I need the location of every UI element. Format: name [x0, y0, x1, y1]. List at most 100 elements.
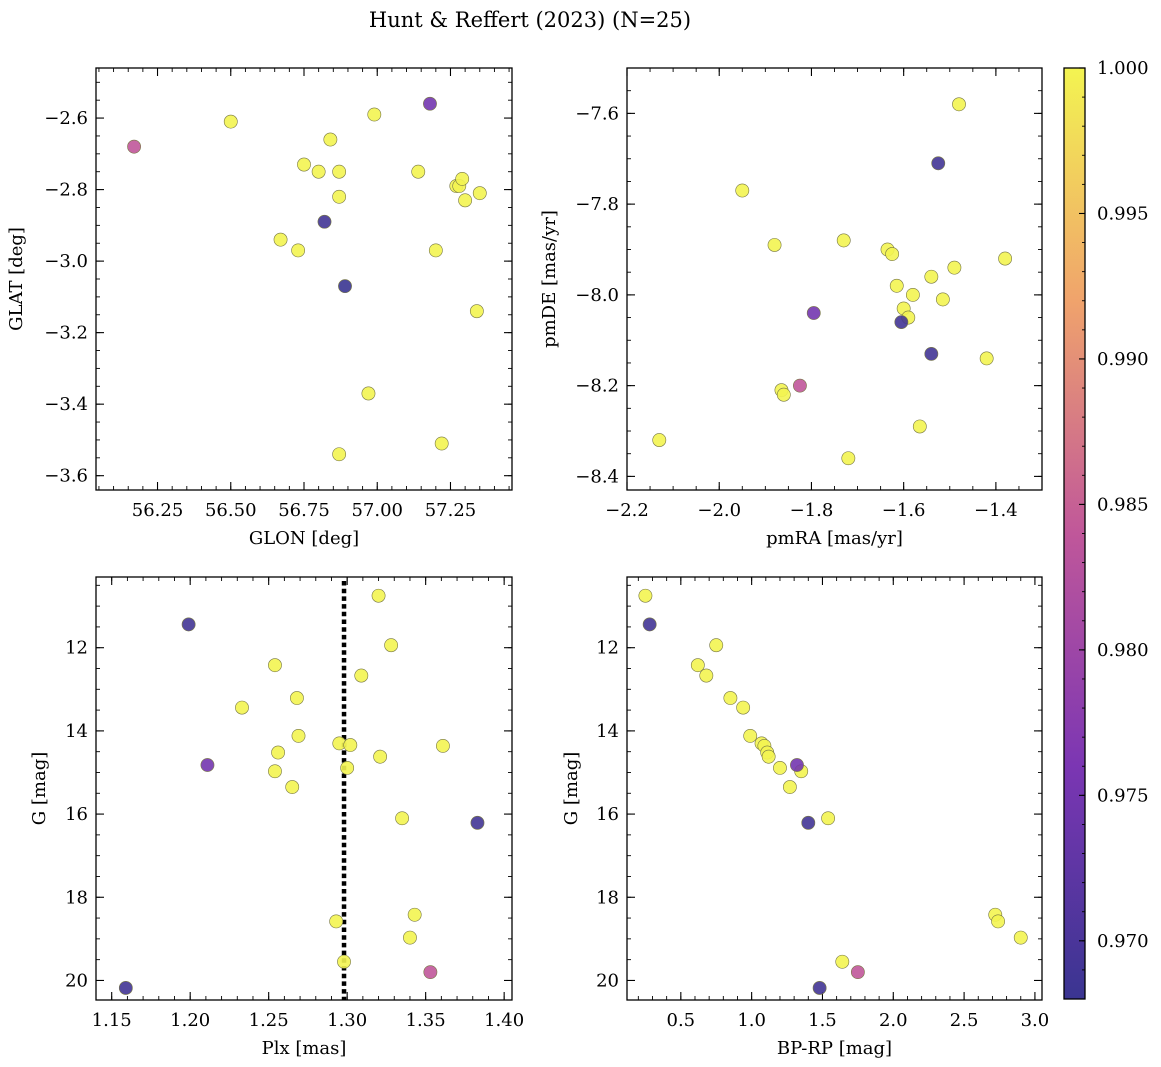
data-point	[1013, 930, 1028, 945]
data-point	[268, 658, 282, 673]
data-point	[268, 764, 282, 779]
data-point	[767, 238, 782, 252]
data-point	[924, 269, 939, 284]
data-point	[273, 232, 288, 247]
x-axis-label: BP-RP [mag]	[777, 1038, 892, 1059]
data-point	[367, 107, 382, 122]
data-point	[423, 96, 437, 111]
data-point	[736, 700, 751, 715]
data-point	[384, 638, 399, 653]
data-point	[127, 139, 141, 154]
y-tick-label: −3.0	[44, 251, 88, 272]
y-axis-label: G [mag]	[561, 752, 582, 825]
data-point	[642, 617, 657, 632]
x-tick-label: 0.5	[667, 1010, 696, 1031]
data-point	[290, 691, 304, 705]
data-point	[235, 700, 249, 715]
colorbar-tick-label: 0.980	[1097, 640, 1149, 661]
x-tick-label: 1.25	[249, 1010, 289, 1031]
data-point	[801, 815, 816, 830]
data-point	[835, 954, 850, 969]
axes-frame	[626, 576, 1043, 1001]
data-point	[470, 815, 485, 830]
panel-lon-lat: 56.25 56.50 56.75 57.00 57.25 −3.6 −3.4 −3.2 −3.…	[6, 67, 513, 549]
x-tick-label: 56.25	[132, 500, 184, 521]
data-point	[354, 668, 369, 683]
y-tick-label: −8.4	[575, 466, 619, 487]
x-tick-label: 1.15	[92, 1010, 132, 1031]
data-point	[411, 164, 426, 179]
y-tick-label: 12	[65, 638, 88, 659]
data-point	[361, 386, 376, 401]
colorbar-tick-label: 0.995	[1097, 203, 1149, 224]
colorbar-tick-label: 0.990	[1097, 349, 1149, 370]
data-point	[761, 749, 776, 764]
data-point	[332, 189, 347, 204]
data-point	[841, 451, 856, 466]
data-point	[469, 304, 484, 319]
x-tick-label: 56.50	[205, 500, 257, 521]
data-point	[423, 965, 438, 980]
x-tick-label: −1.4	[974, 500, 1018, 521]
y-tick-label: 12	[596, 638, 619, 659]
y-tick-label: 20	[65, 970, 88, 991]
data-point	[291, 728, 306, 743]
data-point	[181, 617, 196, 632]
colorbar-tick-label: 0.970	[1097, 931, 1149, 952]
axes-frame	[95, 576, 513, 1001]
data-point	[991, 914, 1005, 929]
colorbar-gradient	[1063, 67, 1086, 1000]
data-point	[223, 114, 238, 129]
data-point	[371, 588, 386, 603]
panel-cmd: 0.5 1.0 1.5 2.0 2.5 3.0 12 14 16 18 20 BP-RP [mag] G…	[561, 576, 1049, 1059]
x-tick-label: 1.30	[327, 1010, 367, 1031]
x-tick-label: 1.0	[737, 1010, 766, 1031]
data-point	[723, 691, 738, 705]
x-tick-label: −1.8	[790, 500, 834, 521]
data-point	[118, 981, 133, 995]
x-tick-label: 57.00	[351, 500, 403, 521]
data-point	[812, 981, 827, 995]
data-point	[793, 378, 807, 393]
data-point	[782, 780, 797, 794]
data-point	[889, 278, 904, 293]
x-tick-label: 56.75	[278, 500, 330, 521]
data-point	[924, 346, 939, 361]
data-point	[912, 419, 927, 434]
data-point	[297, 157, 311, 172]
data-point	[806, 306, 821, 320]
data-point	[329, 914, 344, 929]
data-point	[337, 954, 351, 969]
data-point	[436, 738, 450, 753]
data-point	[894, 315, 909, 330]
data-point	[285, 780, 300, 794]
y-axis-label: G [mag]	[29, 752, 50, 825]
y-axis-label: GLAT [deg]	[6, 227, 27, 331]
y-tick-label: −3.2	[44, 323, 88, 344]
x-tick-label: 2.0	[879, 1010, 908, 1031]
x-tick-label: 1.5	[808, 1010, 837, 1031]
data-point	[743, 728, 758, 743]
x-axis-label: Plx [mas]	[262, 1038, 347, 1059]
y-tick-label: −2.6	[44, 108, 88, 129]
y-tick-label: −3.6	[44, 466, 88, 487]
colorbar-tick-label: 0.985	[1097, 494, 1149, 515]
data-point	[311, 164, 326, 179]
x-tick-label: −2.0	[697, 500, 741, 521]
y-tick-label: 18	[596, 887, 619, 908]
y-tick-label: 20	[596, 970, 619, 991]
data-point	[403, 930, 417, 945]
data-point	[905, 287, 920, 302]
figure-title: Hunt & Reffert (2023) (N=25)	[369, 8, 691, 32]
y-tick-label: −8.2	[575, 376, 619, 397]
y-tick-label: −7.8	[575, 194, 619, 215]
data-point	[340, 761, 355, 775]
data-point	[790, 758, 804, 772]
data-point	[271, 745, 285, 760]
y-tick-label: 16	[65, 804, 88, 825]
data-point	[773, 761, 787, 775]
x-tick-label: 1.20	[170, 1010, 210, 1031]
data-point	[885, 247, 900, 261]
data-point	[455, 171, 470, 186]
data-point	[836, 233, 851, 248]
